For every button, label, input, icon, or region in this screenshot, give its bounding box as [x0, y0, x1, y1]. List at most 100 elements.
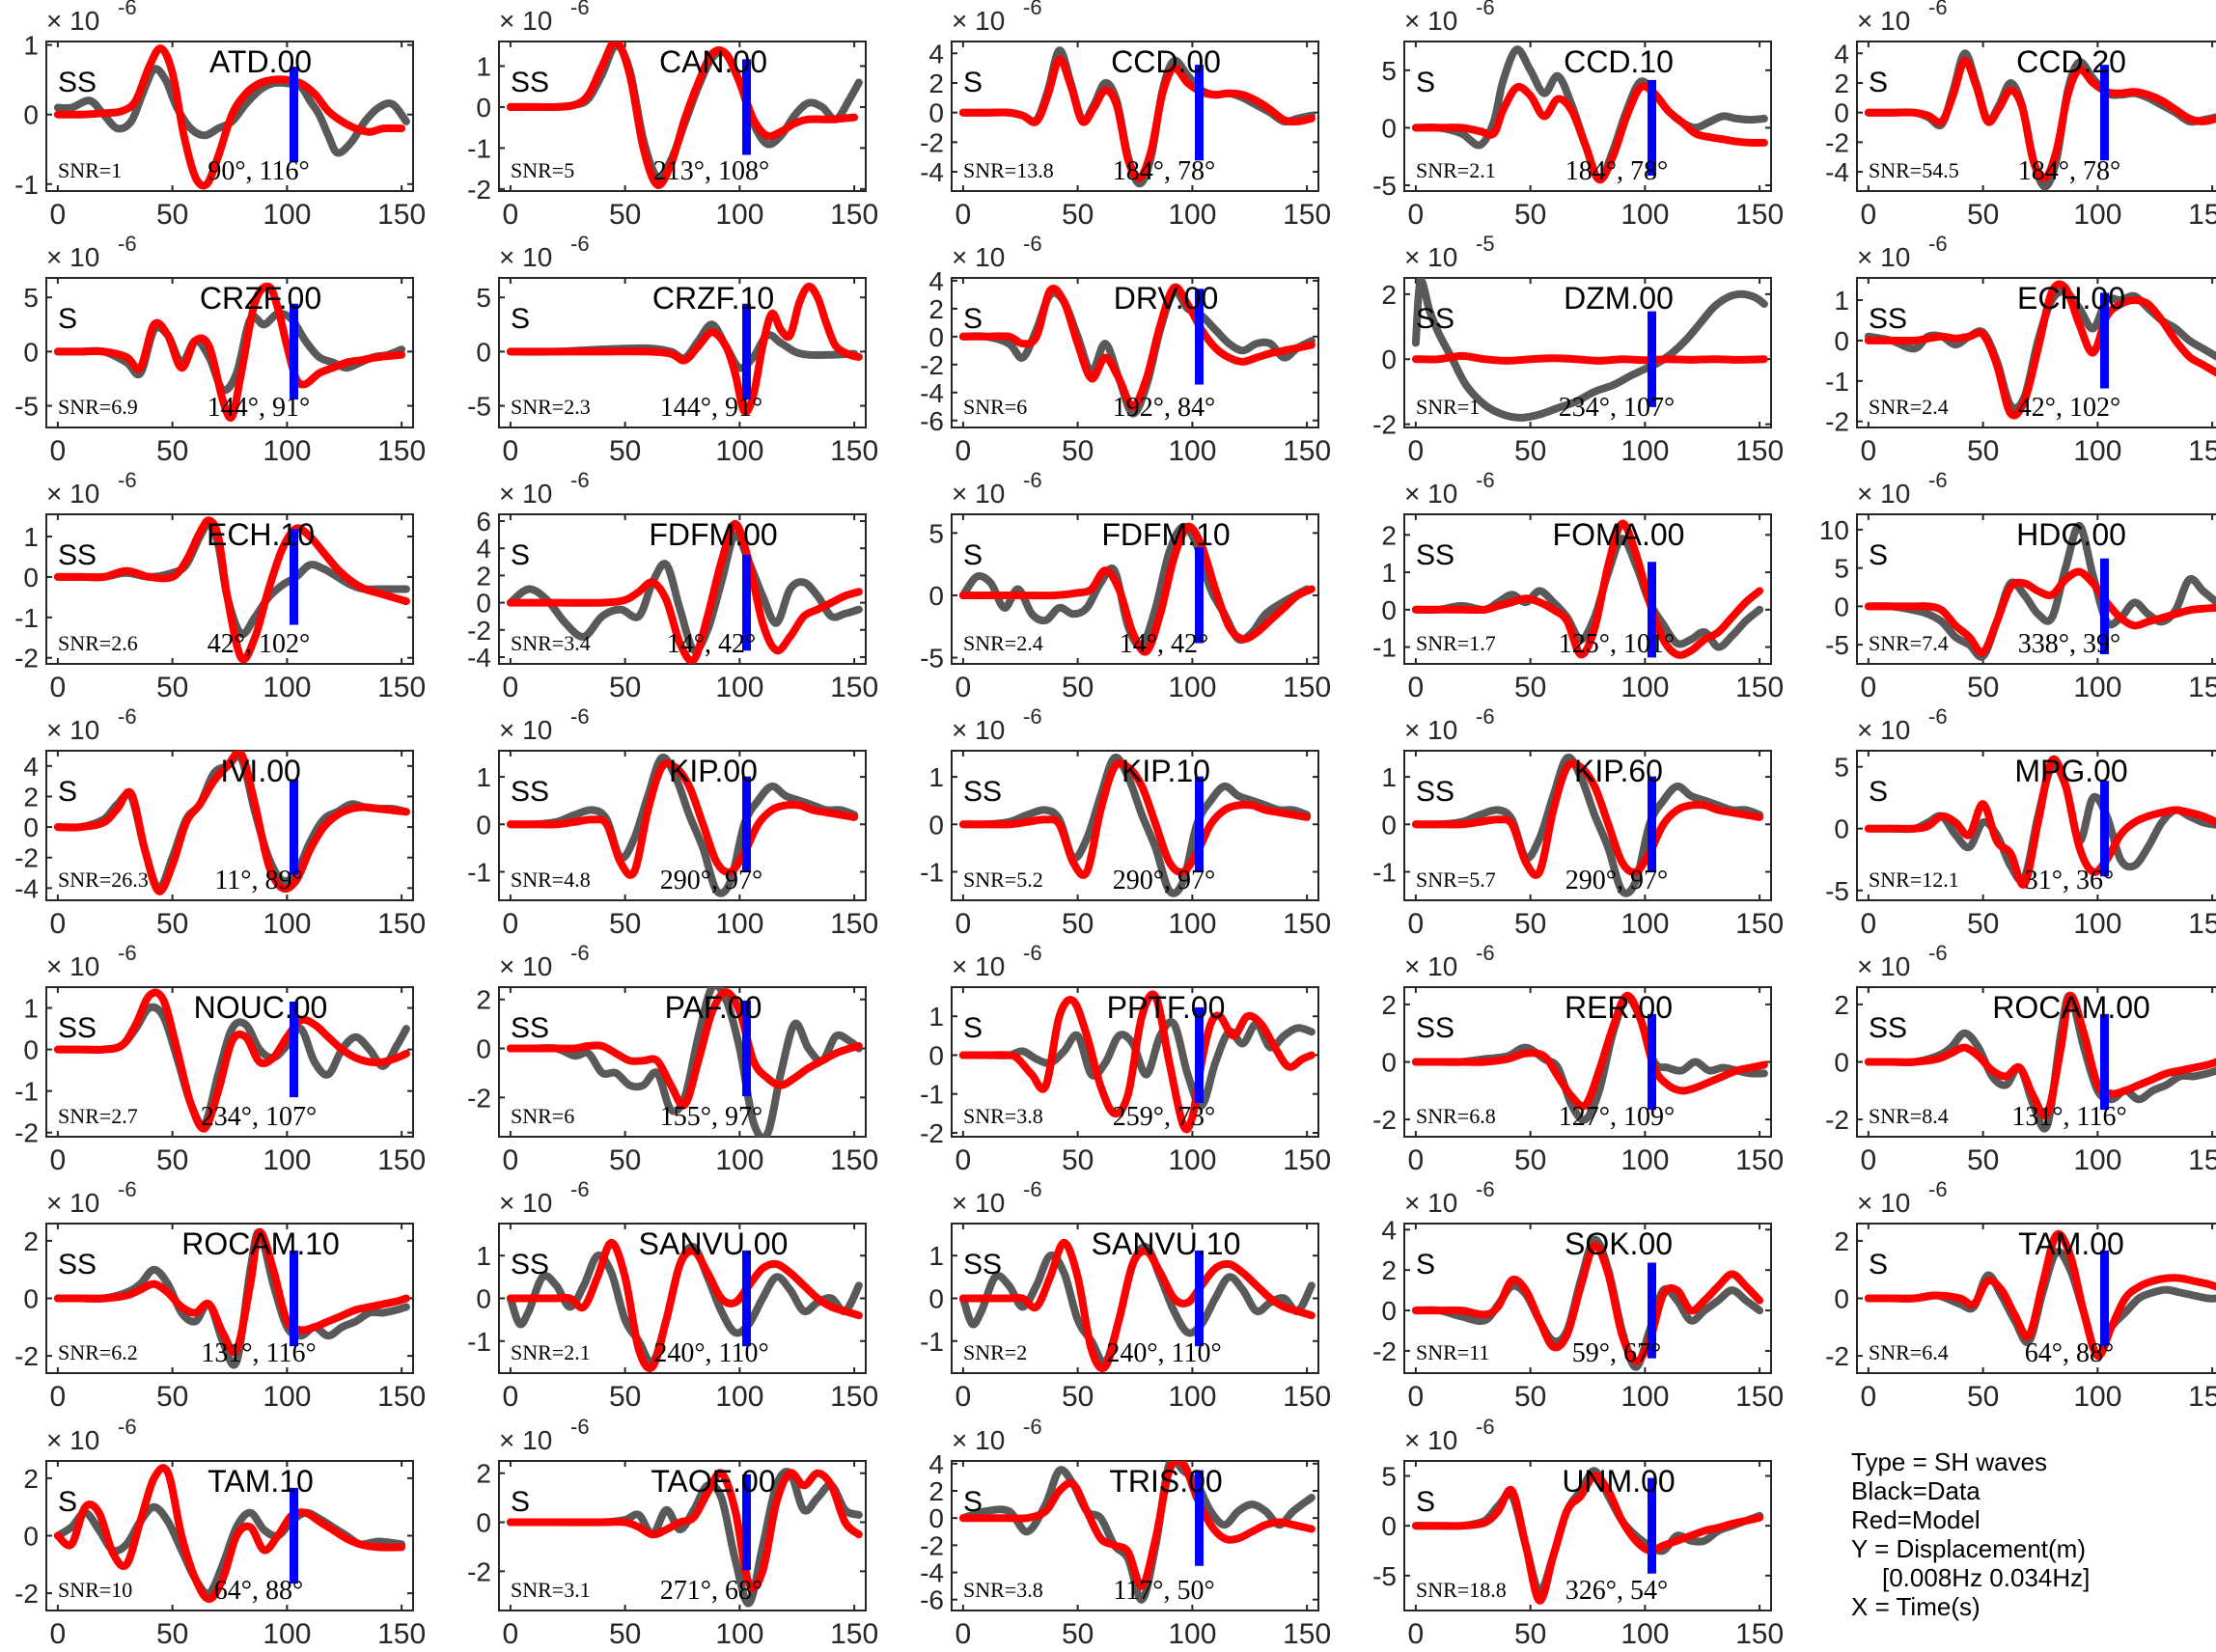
phase-label: S — [1416, 1486, 1435, 1518]
phase-label: S — [58, 1486, 77, 1518]
x-tick-label: 150 — [1735, 435, 1784, 467]
x-tick-label: 50 — [1967, 435, 1999, 467]
y-tick-label: 0 — [476, 810, 491, 840]
y-exponent-label: × 10 — [1857, 715, 1910, 745]
snr-label: SNR=6 — [511, 1104, 574, 1128]
snr-label: SNR=4.8 — [511, 867, 591, 892]
y-exponent-label: × 10 — [952, 1188, 1005, 1218]
model-trace — [958, 522, 1316, 656]
model-trace — [1411, 351, 1768, 365]
y-tick-label: -2 — [920, 350, 944, 380]
x-tick-label: 50 — [1514, 908, 1546, 940]
x-tick-label: 0 — [50, 908, 67, 940]
phase-label: SS — [511, 67, 549, 98]
phase-label: SS — [963, 776, 1002, 808]
y-tick-label: 0 — [1381, 113, 1397, 143]
y-tick-label: -2 — [1825, 127, 1849, 157]
axes-box — [45, 277, 414, 428]
y-tick-label: 5 — [1834, 554, 1849, 584]
snr-label: SNR=54.5 — [1869, 158, 1959, 182]
y-tick-label: -5 — [467, 392, 491, 422]
y-exponent-label: × 10 — [46, 6, 99, 36]
phase-label: S — [1416, 1249, 1435, 1280]
x-tick-label: 150 — [1283, 1618, 1331, 1650]
panel-sok-00: 0 50 100 150 -2 0 2 4× 10 -6 SOK.00 S SNR=11 59°, 67… — [1372, 1177, 1784, 1413]
x-tick-label: 150 — [1283, 435, 1331, 467]
x-tick-label: 100 — [1168, 199, 1216, 231]
y-tick-label: 0 — [1834, 98, 1849, 128]
y-tick-label: 5 — [23, 283, 39, 313]
x-tick-label: 0 — [956, 199, 972, 231]
x-tick-label: 100 — [1620, 1381, 1669, 1413]
x-tick-label: 100 — [263, 1381, 311, 1413]
y-exponent-label: × 10 — [1404, 1188, 1457, 1218]
snr-label: SNR=2.7 — [58, 1104, 138, 1128]
y-tick-label: 2 — [1834, 69, 1849, 98]
y-exponent-power: -6 — [1928, 0, 1948, 19]
snr-label: SNR=5.7 — [1416, 867, 1496, 892]
panel-ech-00: 0 50 100 150 -2 -1 0 1 × 10 -6 ECH.00 SS SNR=2.4 42°,… — [1825, 232, 2216, 467]
y-exponent-label: × 10 — [499, 242, 552, 272]
snr-label: SNR=1.7 — [1416, 631, 1496, 655]
x-tick-label: 150 — [2188, 1381, 2216, 1413]
y-tick-label: -1 — [14, 603, 39, 633]
angle-label: 42°, 102° — [2018, 393, 2120, 423]
data-trace — [506, 987, 863, 1137]
angle-label: 59°, 67° — [1572, 1338, 1661, 1368]
angle-label: 213°, 108° — [653, 156, 769, 186]
station-label: TRIS.00 — [1109, 1464, 1222, 1499]
angle-label: 184°, 78° — [1565, 156, 1668, 186]
model-trace — [506, 988, 863, 1110]
y-exponent-power: -6 — [118, 0, 137, 19]
y-exponent-power: -6 — [1476, 0, 1495, 19]
data-trace — [53, 65, 410, 157]
x-tick-label: 50 — [1062, 1381, 1094, 1413]
x-tick-label: 0 — [1861, 1144, 1877, 1176]
y-exponent-power: -6 — [118, 941, 137, 965]
phase-label: S — [963, 1012, 983, 1044]
snr-label: SNR=1 — [58, 158, 122, 182]
angle-label: 131°, 116° — [2011, 1102, 2126, 1132]
y-tick-label: 0 — [1834, 1048, 1849, 1078]
y-tick-label: 2 — [928, 294, 944, 324]
panel-can-00: 0 50 100 150 -2 -1 0 1 × 10 -6 CAN.00 SS SNR=5 213°, … — [467, 0, 878, 231]
model-trace — [958, 1461, 1316, 1590]
y-exponent-power: -6 — [570, 704, 590, 729]
panel-hdc-00: 0 50 100 150 -5 0 5 10 × 10 -6 HDC.00 S SNR=7.4 338°,… — [1819, 468, 2216, 703]
y-exponent-power: -5 — [1476, 232, 1495, 256]
station-label: TAM.00 — [2018, 1226, 2124, 1261]
x-tick-label: 0 — [956, 908, 972, 940]
angle-label: 14°, 42° — [667, 629, 756, 659]
y-exponent-label: × 10 — [1404, 479, 1457, 509]
y-tick-label: 0 — [1381, 595, 1397, 625]
snr-label: SNR=5.2 — [963, 867, 1043, 892]
data-trace — [1864, 1247, 2216, 1361]
x-tick-label: 100 — [1168, 435, 1216, 467]
y-tick-label: -2 — [467, 616, 491, 646]
y-exponent-label: × 10 — [499, 951, 552, 981]
angle-label: 290°, 97° — [1113, 866, 1215, 895]
axes-box — [45, 513, 414, 665]
panel-dzm-00: 0 50 100 150 -2 0 2× 10 -5 DZM.00 SS SNR=1 234°, 10… — [1372, 232, 1784, 467]
y-tick-label: 2 — [1834, 990, 1849, 1020]
snr-label: SNR=3.4 — [511, 631, 591, 655]
y-exponent-label: × 10 — [952, 1425, 1005, 1455]
x-tick-label: 150 — [377, 199, 426, 231]
phase-label: SS — [58, 1249, 97, 1280]
y-tick-label: 0 — [928, 1040, 944, 1070]
legend-red: Red=Model — [1851, 1505, 1981, 1534]
x-tick-label: 50 — [609, 672, 641, 703]
x-tick-label: 100 — [1620, 908, 1669, 940]
x-tick-label: 150 — [2188, 1144, 2216, 1176]
axes-box — [1856, 513, 2216, 665]
x-tick-label: 100 — [1168, 672, 1216, 703]
station-label: CAN.00 — [659, 44, 767, 79]
y-exponent-label: × 10 — [46, 1188, 99, 1218]
x-tick-label: 50 — [156, 435, 188, 467]
x-tick-label: 100 — [2073, 1381, 2121, 1413]
y-exponent-label: × 10 — [499, 6, 552, 36]
angle-label: 127°, 109° — [1559, 1102, 1675, 1132]
axes-box — [1403, 41, 1772, 192]
x-tick-label: 50 — [1062, 199, 1094, 231]
phase-label: SS — [1416, 303, 1454, 335]
